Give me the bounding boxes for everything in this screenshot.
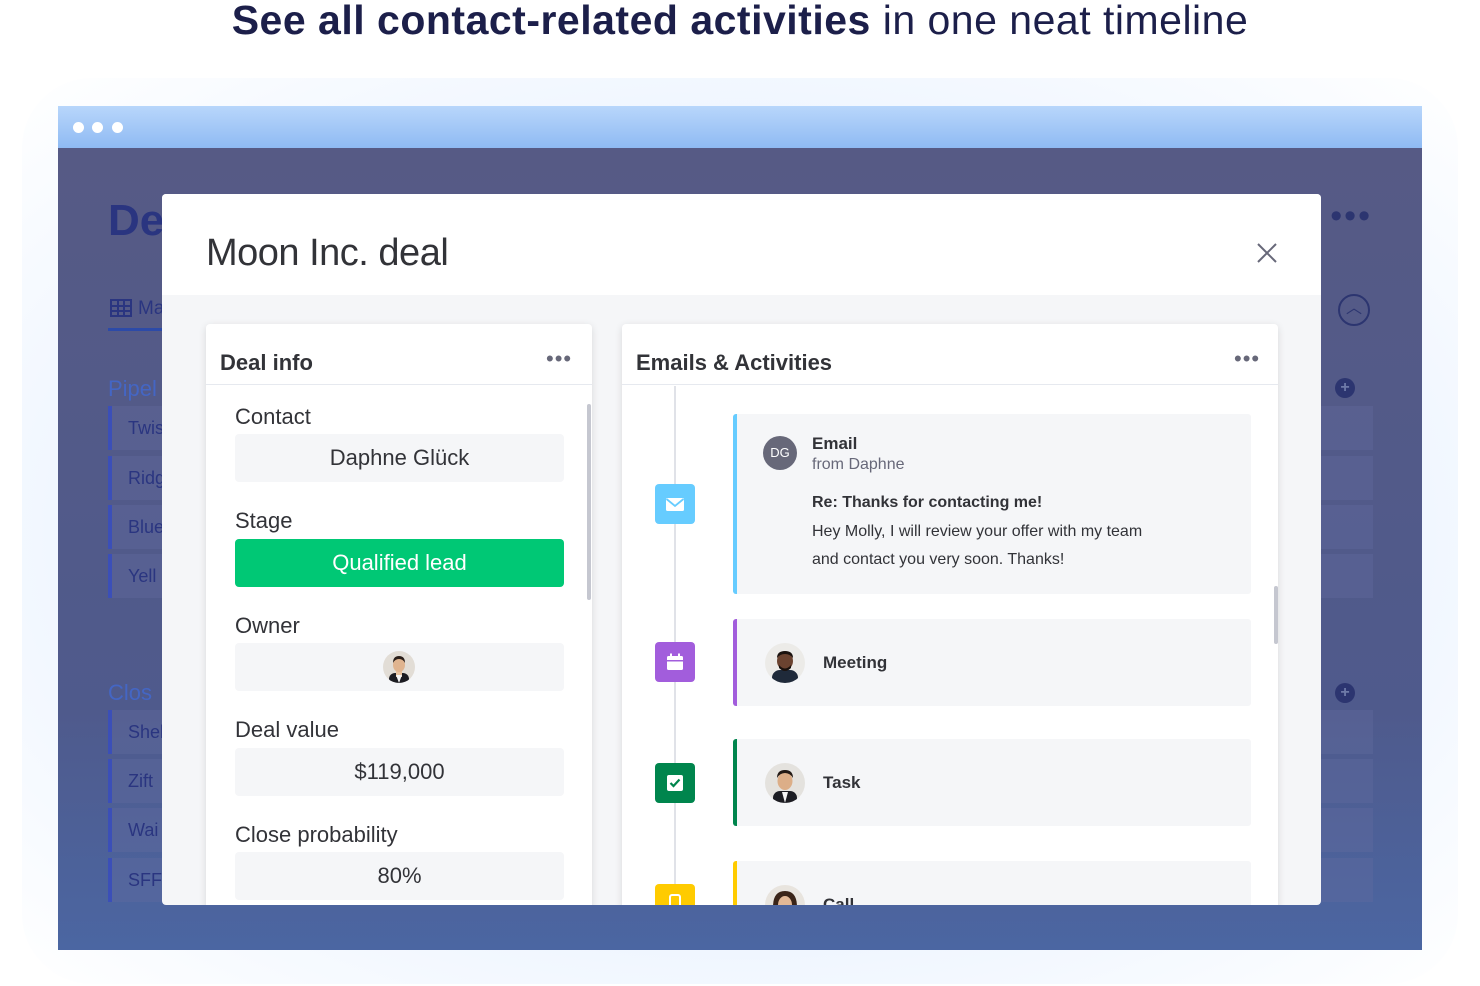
meeting-avatar <box>765 643 805 683</box>
card-title: Emails & Activities <box>636 350 833 375</box>
email-sender: from Daphne <box>812 456 905 473</box>
checkbox-icon <box>655 763 695 803</box>
add-item-icon[interactable]: + <box>1335 378 1355 398</box>
activity-label: Meeting <box>823 653 888 672</box>
window-dot-1[interactable] <box>73 122 84 133</box>
more-options-icon[interactable]: ••• <box>1234 346 1261 371</box>
row-label: Ridg <box>128 468 166 488</box>
more-options-icon[interactable]: ••• <box>546 346 573 371</box>
deal-value-label: Deal value <box>235 717 339 742</box>
deal-info-card: Deal info ••• Contact Daphne Glück Stage… <box>206 324 592 905</box>
add-item-icon[interactable]: + <box>1335 683 1355 703</box>
sender-avatar: DG <box>763 436 797 470</box>
headline: See all contact-related activities in on… <box>0 0 1480 43</box>
deal-value-field[interactable]: $119,000 <box>235 748 564 796</box>
row-label: Shel <box>128 722 165 742</box>
email-body-line: Hey Molly, I will review your offer with… <box>812 523 1143 540</box>
browser-window: De Ma Pipel Twis Ridg Blue Yell Clos She… <box>58 106 1422 950</box>
board-tab-label: Ma <box>138 298 165 319</box>
deal-info-scrollbar[interactable] <box>587 404 591 600</box>
row-label: Twis <box>128 418 164 438</box>
calendar-icon <box>655 642 695 682</box>
headline-rest: in one neat timeline <box>870 0 1249 43</box>
call-avatar <box>765 885 805 905</box>
owner-field[interactable] <box>235 643 564 691</box>
table-icon <box>110 299 132 317</box>
board-title: De <box>108 196 165 245</box>
phone-icon <box>655 884 695 905</box>
group-title: Pipel <box>108 376 157 401</box>
activity-label: Task <box>823 773 861 792</box>
group-title: Clos <box>108 680 153 705</box>
board-tab-underline <box>108 328 168 331</box>
window-titlebar <box>58 106 1422 148</box>
task-avatar <box>765 763 805 803</box>
contact-label: Contact <box>235 404 311 429</box>
email-activity[interactable]: DG Email from Daphne Re: Thanks for cont… <box>733 414 1251 594</box>
owner-label: Owner <box>235 613 300 638</box>
close-probability-label: Close probability <box>235 822 398 847</box>
stage-status[interactable]: Qualified lead <box>235 539 564 587</box>
modal-title: Moon Inc. deal <box>206 232 449 274</box>
row-label: Blue <box>128 517 165 537</box>
row-label: SFF <box>128 870 162 890</box>
board-menu-icon[interactable]: ••• <box>1330 197 1372 235</box>
collapse-icon[interactable]: ︿ <box>1338 294 1370 326</box>
close-icon[interactable] <box>1254 240 1280 266</box>
activities-scrollbar[interactable] <box>1274 586 1278 644</box>
window-dot-2[interactable] <box>92 122 103 133</box>
activity-accent <box>733 739 737 826</box>
row-label: Wai <box>128 820 159 840</box>
row-label: Yell <box>128 566 157 586</box>
task-activity[interactable]: Task <box>733 739 1251 826</box>
activity-type: Email <box>812 434 858 453</box>
email-body-line: and contact you very soon. Thanks! <box>812 551 1065 568</box>
window-dot-3[interactable] <box>112 122 123 133</box>
divider <box>206 384 592 385</box>
envelope-icon <box>655 484 695 524</box>
row-label: Zift <box>128 771 153 791</box>
activity-accent <box>733 861 737 905</box>
card-title: Deal info <box>220 350 313 375</box>
divider <box>622 384 1278 385</box>
close-probability-field[interactable]: 80% <box>235 852 564 900</box>
stage-label: Stage <box>235 508 293 533</box>
modal-header: Moon Inc. deal <box>162 194 1321 295</box>
headline-bold: See all contact-related activities <box>231 0 871 43</box>
meeting-activity[interactable]: Meeting <box>733 619 1251 706</box>
contact-field[interactable]: Daphne Glück <box>235 434 564 482</box>
deal-modal: Moon Inc. deal Deal info ••• Contact Dap… <box>162 194 1321 905</box>
owner-avatar <box>383 651 415 683</box>
call-activity[interactable]: Call <box>733 861 1251 905</box>
emails-activities-card: Emails & Activities ••• DG Email from Da… <box>622 324 1278 905</box>
activity-label: Call <box>823 895 855 905</box>
email-subject: Re: Thanks for contacting me! <box>812 494 1043 511</box>
activity-accent <box>733 414 737 594</box>
email-body: Hey Molly, I will review your offer with… <box>812 518 1192 574</box>
board-tab[interactable]: Ma <box>110 298 164 320</box>
activity-accent <box>733 619 737 706</box>
